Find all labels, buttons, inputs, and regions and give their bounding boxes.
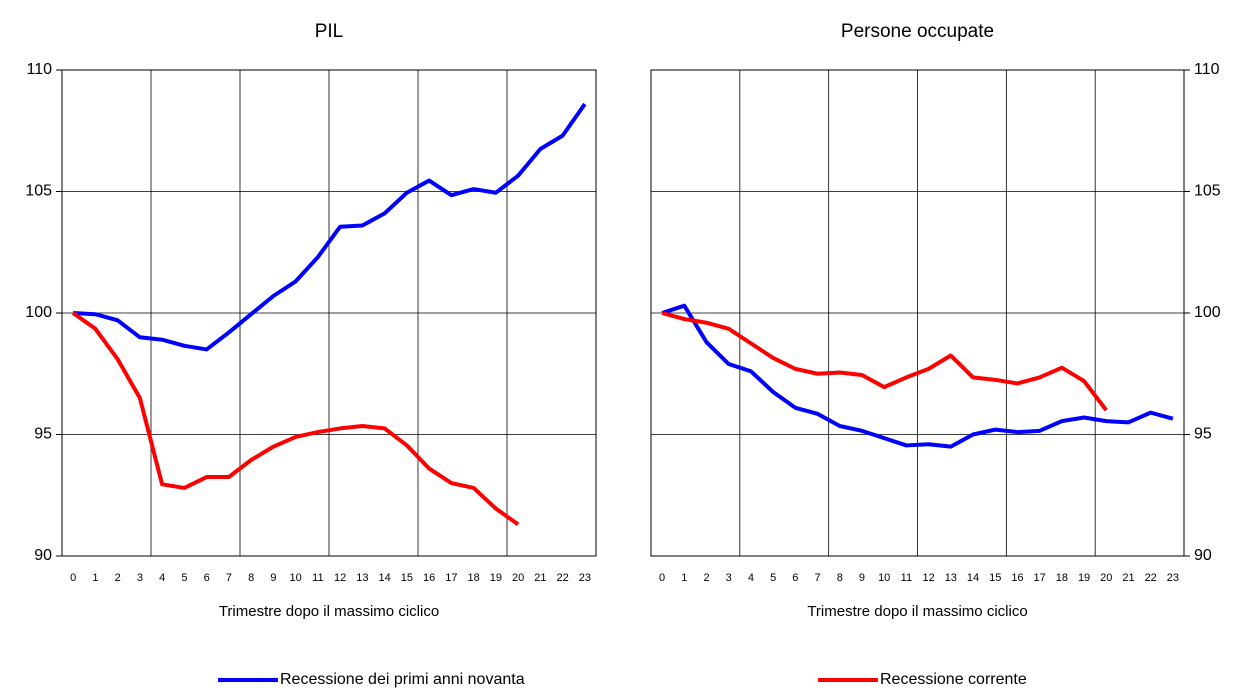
x-tick-label: 2 — [703, 572, 709, 584]
x-tick-label: 21 — [1122, 572, 1134, 584]
x-tick-label: 3 — [137, 572, 143, 584]
x-tick-label: 0 — [659, 572, 665, 584]
y-tick-label: 90 — [1194, 547, 1212, 564]
x-tick-label: 11 — [901, 572, 912, 584]
x-tick-label: 1 — [92, 572, 98, 584]
x-tick-label: 9 — [859, 572, 865, 584]
x-tick-label: 10 — [290, 572, 302, 584]
x-tick-label: 7 — [226, 572, 232, 584]
x-tick-label: 23 — [1167, 572, 1179, 584]
y-tick-label: 105 — [1194, 183, 1221, 200]
x-tick-label: 0 — [70, 572, 76, 584]
series-line — [661, 311, 1108, 412]
chart-title: PIL — [315, 21, 344, 42]
x-tick-label: 19 — [1078, 572, 1090, 584]
x-tick-label: 12 — [334, 572, 346, 584]
x-tick-label: 13 — [945, 572, 957, 584]
x-tick-label: 4 — [748, 572, 754, 584]
x-tick-label: 13 — [356, 572, 368, 584]
x-tick-label: 8 — [837, 572, 843, 584]
chart-title: Persone occupate — [841, 21, 994, 42]
y-tick-label: 100 — [1194, 304, 1221, 321]
x-tick-label: 18 — [468, 572, 480, 584]
series-line — [661, 303, 1174, 449]
x-tick-label: 22 — [557, 572, 569, 584]
x-tick-label: 20 — [1100, 572, 1112, 584]
series-line — [71, 311, 520, 527]
x-tick-label: 21 — [534, 572, 546, 584]
x-tick-label: 20 — [512, 572, 524, 584]
x-tick-label: 7 — [815, 572, 821, 584]
x-tick-label: 5 — [770, 572, 776, 584]
x-tick-label: 23 — [579, 572, 591, 584]
x-tick-label: 16 — [423, 572, 435, 584]
y-tick-label: 110 — [26, 61, 52, 78]
x-tick-label: 2 — [115, 572, 121, 584]
x-tick-label: 6 — [204, 572, 210, 584]
x-tick-label: 15 — [989, 572, 1001, 584]
x-tick-label: 15 — [401, 572, 413, 584]
x-tick-label: 17 — [1034, 572, 1046, 584]
x-tick-label: 12 — [922, 572, 934, 584]
x-axis-title: Trimestre dopo il massimo ciclico — [807, 603, 1027, 620]
x-tick-label: 19 — [490, 572, 502, 584]
x-tick-label: 6 — [792, 572, 798, 584]
x-tick-label: 22 — [1145, 572, 1157, 584]
x-tick-label: 1 — [681, 572, 687, 584]
x-tick-label: 16 — [1011, 572, 1023, 584]
y-tick-label: 95 — [1194, 426, 1212, 443]
x-tick-label: 8 — [248, 572, 254, 584]
legend-label: Recessione dei primi anni novanta — [280, 671, 525, 688]
x-tick-label: 3 — [726, 572, 732, 584]
x-tick-label: 9 — [270, 572, 276, 584]
y-tick-label: 90 — [34, 547, 52, 564]
x-axis-title: Trimestre dopo il massimo ciclico — [219, 603, 439, 620]
x-tick-label: 14 — [967, 572, 979, 584]
series-line — [73, 102, 587, 352]
x-tick-label: 17 — [445, 572, 457, 584]
y-tick-label: 110 — [1194, 61, 1220, 78]
y-tick-label: 105 — [25, 183, 52, 200]
x-tick-label: 10 — [878, 572, 890, 584]
x-tick-label: 5 — [181, 572, 187, 584]
x-tick-label: 14 — [379, 572, 391, 584]
x-tick-label: 11 — [312, 572, 323, 584]
legend-label: Recessione corrente — [880, 671, 1027, 688]
y-tick-label: 95 — [34, 426, 52, 443]
x-tick-label: 4 — [159, 572, 165, 584]
y-tick-label: 100 — [25, 304, 52, 321]
x-tick-label: 18 — [1056, 572, 1068, 584]
